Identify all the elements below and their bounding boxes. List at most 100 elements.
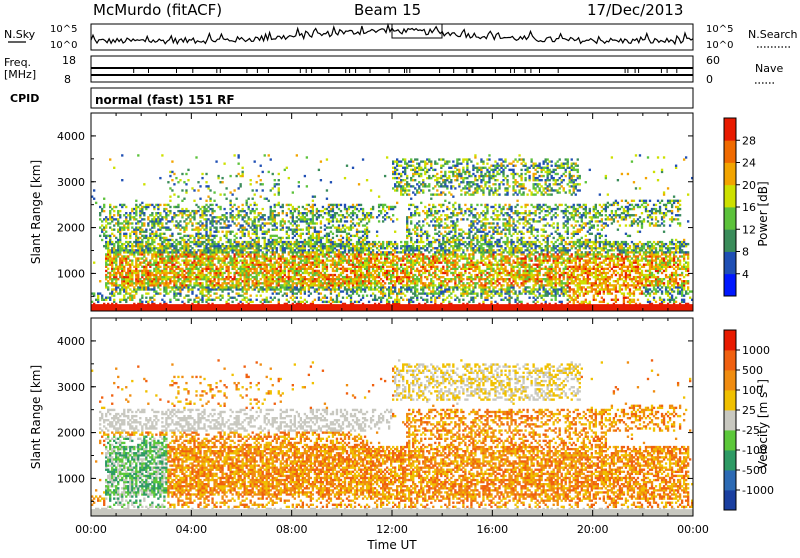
power-cell <box>396 257 398 259</box>
power-cell <box>213 299 215 301</box>
power-cell <box>334 264 336 266</box>
power-cell <box>296 251 298 253</box>
power-cell <box>197 297 199 299</box>
power-cell <box>199 282 201 284</box>
power-cell <box>242 204 244 206</box>
power-cell <box>183 282 185 284</box>
power-cell <box>169 255 171 257</box>
power-cell <box>209 229 211 231</box>
power-cell <box>99 206 101 208</box>
power-cell <box>382 268 384 270</box>
power-cell <box>135 268 137 270</box>
power-cell <box>408 299 410 301</box>
power-cell <box>161 222 163 224</box>
power-cell <box>272 241 274 243</box>
power-cell <box>428 284 430 286</box>
power-cell <box>284 286 286 288</box>
power-cell <box>362 266 364 268</box>
power-cell <box>270 251 272 253</box>
power-cell <box>278 257 280 259</box>
power-cell <box>229 257 231 259</box>
power-cell <box>205 270 207 272</box>
power-cell <box>137 206 139 208</box>
power-cell <box>165 268 167 270</box>
power-cell <box>217 282 219 284</box>
power-cell <box>135 231 137 233</box>
power-cell <box>109 239 111 241</box>
power-cell <box>334 247 336 249</box>
power-cell <box>406 268 408 270</box>
power-cell <box>350 216 352 218</box>
power-cell <box>346 226 348 228</box>
power-cell <box>169 272 171 274</box>
power-cell <box>414 214 416 216</box>
power-cell <box>133 297 135 299</box>
power-cell <box>117 220 119 222</box>
power-cell <box>219 216 221 218</box>
power-cell <box>410 177 412 179</box>
power-cell <box>119 268 121 270</box>
power-cell <box>302 243 304 245</box>
power-cell <box>298 235 300 237</box>
power-cell <box>189 245 191 247</box>
power-cell <box>292 214 294 216</box>
power-cell <box>380 245 382 247</box>
power-cell <box>221 268 223 270</box>
power-cell <box>258 290 260 292</box>
power-cell <box>254 212 256 214</box>
power-cell <box>233 284 235 286</box>
power-cell <box>412 297 414 299</box>
power-cell <box>334 282 336 284</box>
power-cell <box>254 276 256 278</box>
power-cell <box>382 243 384 245</box>
power-cell <box>123 290 125 292</box>
power-cell <box>235 284 237 286</box>
power-cell <box>239 295 241 297</box>
power-cell <box>402 179 404 181</box>
power-cell <box>187 214 189 216</box>
power-cell <box>217 255 219 257</box>
power-cell <box>366 226 368 228</box>
power-cell <box>165 264 167 266</box>
power-cell <box>268 272 270 274</box>
power-cell <box>296 208 298 210</box>
power-cell <box>298 270 300 272</box>
power-cell <box>205 226 207 228</box>
power-cell <box>282 206 284 208</box>
power-cell <box>135 200 137 202</box>
power-cell <box>185 276 187 278</box>
power-cell <box>105 282 107 284</box>
power-cell <box>276 286 278 288</box>
power-cell <box>244 272 246 274</box>
power-cell <box>366 243 368 245</box>
power-cell <box>308 274 310 276</box>
power-cell <box>418 270 420 272</box>
power-cell <box>181 270 183 272</box>
power-cell <box>248 266 250 268</box>
power-cell <box>173 247 175 249</box>
power-cell <box>189 220 191 222</box>
power-cell <box>119 249 121 251</box>
power-cell <box>424 245 426 247</box>
power-cell <box>135 251 137 253</box>
power-cell <box>402 286 404 288</box>
power-cell <box>233 239 235 241</box>
power-cell <box>292 191 294 193</box>
power-cell <box>262 208 264 210</box>
power-cell <box>254 286 256 288</box>
power-cell <box>258 220 260 222</box>
power-cell <box>346 288 348 290</box>
power-cell <box>155 259 157 261</box>
power-cell <box>161 282 163 284</box>
power-cell <box>103 229 105 231</box>
power-cell <box>181 268 183 270</box>
power-cell <box>288 286 290 288</box>
power-cell <box>296 245 298 247</box>
power-cell <box>394 167 396 169</box>
power-cell <box>358 259 360 261</box>
power-cell <box>274 276 276 278</box>
power-cell <box>199 243 201 245</box>
power-cell <box>177 255 179 257</box>
power-cell <box>272 173 274 175</box>
power-cell <box>227 295 229 297</box>
